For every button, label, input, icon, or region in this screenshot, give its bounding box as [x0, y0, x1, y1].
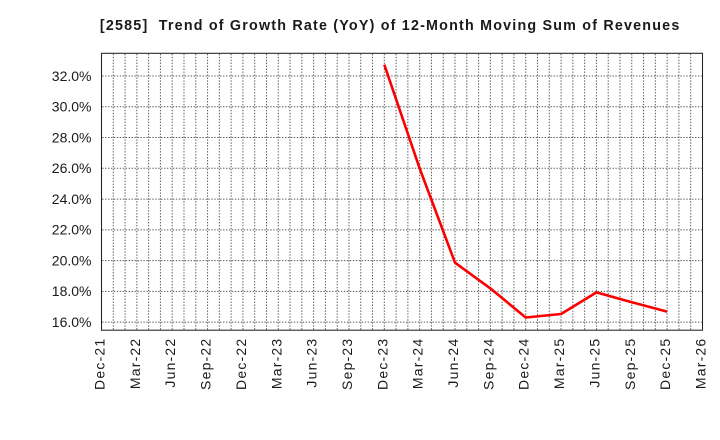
svg-text:Dec-25: Dec-25: [657, 338, 673, 390]
svg-text:28.0%: 28.0%: [52, 129, 92, 145]
svg-text:Jun-22: Jun-22: [162, 338, 178, 388]
svg-text:Jun-23: Jun-23: [304, 338, 320, 388]
svg-text:Sep-24: Sep-24: [480, 338, 496, 390]
svg-text:30.0%: 30.0%: [52, 99, 92, 115]
svg-text:Mar-26: Mar-26: [692, 338, 708, 390]
svg-text:22.0%: 22.0%: [52, 222, 92, 238]
svg-text:Mar-25: Mar-25: [551, 338, 567, 390]
svg-text:16.0%: 16.0%: [52, 314, 92, 330]
svg-text:Jun-24: Jun-24: [445, 338, 461, 388]
svg-text:Dec-24: Dec-24: [516, 338, 532, 390]
svg-text:20.0%: 20.0%: [52, 252, 92, 268]
svg-text:Sep-25: Sep-25: [622, 338, 638, 390]
svg-text:Mar-24: Mar-24: [410, 338, 426, 390]
svg-text:Mar-22: Mar-22: [127, 338, 143, 390]
svg-text:18.0%: 18.0%: [52, 283, 92, 299]
svg-text:32.0%: 32.0%: [52, 68, 92, 84]
svg-text:Dec-22: Dec-22: [233, 338, 249, 390]
svg-text:Sep-23: Sep-23: [339, 338, 355, 390]
svg-text:Mar-23: Mar-23: [268, 338, 284, 390]
svg-text:24.0%: 24.0%: [52, 191, 92, 207]
svg-text:Jun-25: Jun-25: [586, 338, 602, 388]
svg-text:[2585] Trend of Growth Rate (: [2585] Trend of Growth Rate (YoY) of 12-…: [100, 18, 681, 34]
svg-text:Dec-23: Dec-23: [374, 338, 390, 390]
svg-text:26.0%: 26.0%: [52, 160, 92, 176]
svg-text:Sep-22: Sep-22: [198, 338, 214, 390]
svg-text:Dec-21: Dec-21: [92, 338, 108, 390]
